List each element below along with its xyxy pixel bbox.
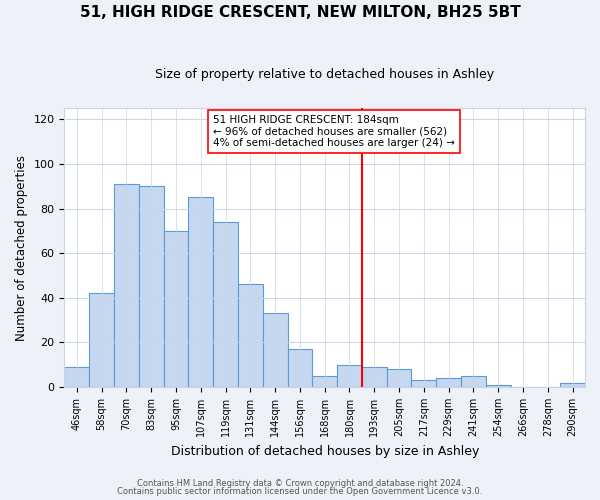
Bar: [89, 294, 114, 387]
Bar: [188, 198, 213, 387]
Bar: [436, 378, 461, 387]
Bar: [412, 380, 436, 387]
Bar: [263, 314, 287, 387]
Bar: [313, 376, 337, 387]
Bar: [164, 231, 188, 387]
Bar: [461, 376, 486, 387]
Text: Contains public sector information licensed under the Open Government Licence v3: Contains public sector information licen…: [118, 488, 482, 496]
Bar: [362, 367, 386, 387]
Bar: [213, 222, 238, 387]
Text: 51, HIGH RIDGE CRESCENT, NEW MILTON, BH25 5BT: 51, HIGH RIDGE CRESCENT, NEW MILTON, BH2…: [80, 5, 520, 20]
Y-axis label: Number of detached properties: Number of detached properties: [15, 154, 28, 340]
Text: 51 HIGH RIDGE CRESCENT: 184sqm
← 96% of detached houses are smaller (562)
4% of : 51 HIGH RIDGE CRESCENT: 184sqm ← 96% of …: [213, 115, 455, 148]
Bar: [114, 184, 139, 387]
Bar: [139, 186, 164, 387]
Bar: [337, 364, 362, 387]
Bar: [238, 284, 263, 387]
Bar: [386, 369, 412, 387]
Bar: [64, 367, 89, 387]
Bar: [560, 382, 585, 387]
Bar: [486, 385, 511, 387]
Bar: [287, 349, 313, 387]
Text: Contains HM Land Registry data © Crown copyright and database right 2024.: Contains HM Land Registry data © Crown c…: [137, 478, 463, 488]
Title: Size of property relative to detached houses in Ashley: Size of property relative to detached ho…: [155, 68, 494, 80]
X-axis label: Distribution of detached houses by size in Ashley: Distribution of detached houses by size …: [170, 444, 479, 458]
